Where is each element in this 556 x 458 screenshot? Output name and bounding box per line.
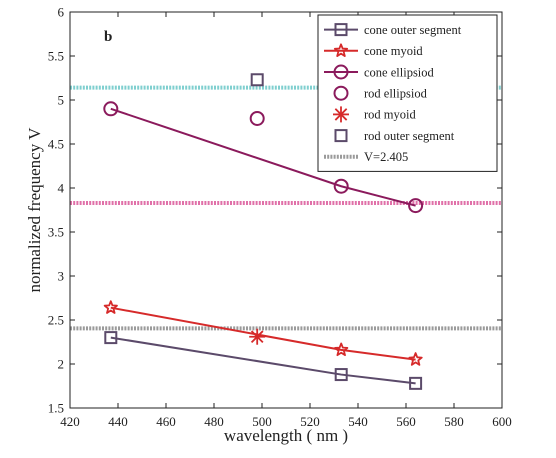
star-marker [334, 342, 349, 357]
circle-marker [333, 64, 349, 80]
x-tick-label: 440 [108, 414, 128, 429]
asterisk-marker [249, 328, 266, 345]
x-tick-label: 520 [300, 414, 320, 429]
x-tick-label: 500 [252, 414, 272, 429]
y-tick-label: 6 [58, 5, 65, 20]
square-marker [334, 23, 348, 37]
y-tick-label: 5.5 [48, 49, 64, 64]
square-marker [104, 331, 118, 345]
x-tick-label: 480 [204, 414, 224, 429]
legend-label: V=2.405 [364, 150, 408, 164]
legend-label: cone ellipsiod [364, 65, 435, 79]
y-axis-title: normalized frequency V [25, 127, 44, 293]
circle-marker [333, 178, 349, 194]
circle-marker [103, 101, 119, 117]
circle-marker [249, 110, 265, 126]
square-marker [250, 73, 264, 87]
asterisk-stroke [334, 108, 348, 121]
x-axis-title: wavelength ( nm ) [224, 426, 348, 445]
circle-marker [333, 85, 349, 101]
y-tick-label: 1.5 [48, 401, 64, 416]
legend-label: cone myoid [364, 44, 423, 58]
y-tick-label: 4.5 [48, 137, 64, 152]
star-marker [408, 352, 423, 366]
y-tick-label: 2.5 [48, 313, 64, 328]
star-marker [103, 300, 118, 314]
asterisk-stroke [250, 330, 264, 344]
y-tick-label: 3 [58, 269, 65, 284]
series-markers [103, 73, 424, 390]
y-tick-label: 4 [58, 181, 65, 196]
legend-label: cone outer segment [364, 23, 462, 37]
y-tick-label: 2 [58, 357, 65, 372]
star-marker [333, 43, 349, 57]
tick-labels: 420 440 460 480 500 520 540 560 580 600 1.5 2 2.5 3 3.… [48, 5, 512, 430]
square-marker [334, 368, 348, 382]
legend-label: rod outer segment [364, 129, 455, 143]
x-tick-label: 600 [492, 414, 512, 429]
series-lines [110, 107, 416, 385]
asterisk-marker [333, 106, 349, 123]
y-tick-label: 3.5 [48, 225, 64, 240]
series-line [110, 336, 416, 385]
series-line [110, 306, 416, 361]
square-marker [334, 129, 348, 143]
panel-label: b [104, 29, 112, 45]
legend-label: rod ellipsiod [364, 87, 428, 101]
x-tick-label: 460 [156, 414, 176, 429]
x-tick-label: 540 [348, 414, 368, 429]
y-tick-label: 5 [58, 93, 65, 108]
series-line [110, 107, 416, 207]
x-tick-label: 560 [396, 414, 416, 429]
x-tick-label: 420 [60, 414, 80, 429]
legend: cone outer segment cone myoid cone ellipsi… [317, 14, 498, 172]
plot-area-frame [69, 11, 503, 409]
x-tick-label: 580 [444, 414, 464, 429]
square-marker [409, 376, 423, 390]
legend-label: rod myoid [364, 108, 416, 122]
circle-marker [408, 198, 424, 214]
